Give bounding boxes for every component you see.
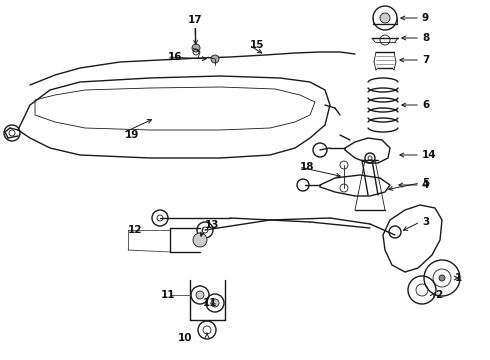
Text: 4: 4 [422, 180, 429, 190]
Text: 14: 14 [422, 150, 437, 160]
Circle shape [211, 299, 219, 307]
Circle shape [192, 44, 200, 52]
Text: 18: 18 [300, 162, 315, 172]
Text: 13: 13 [205, 220, 220, 230]
Text: 9: 9 [422, 13, 429, 23]
Text: 19: 19 [125, 130, 139, 140]
Text: 5: 5 [422, 178, 429, 188]
Circle shape [211, 55, 219, 63]
Text: 2: 2 [435, 290, 442, 300]
Text: 11: 11 [203, 298, 217, 308]
Text: 1: 1 [455, 273, 462, 283]
Circle shape [196, 291, 204, 299]
Text: 3: 3 [422, 217, 429, 227]
Text: 16: 16 [168, 52, 182, 62]
Text: 15: 15 [250, 40, 265, 50]
Text: 10: 10 [178, 333, 192, 343]
Text: 6: 6 [422, 100, 429, 110]
Text: 11: 11 [161, 290, 175, 300]
Text: 12: 12 [128, 225, 143, 235]
Circle shape [439, 275, 445, 281]
Circle shape [380, 13, 390, 23]
Text: 8: 8 [422, 33, 429, 43]
Text: 17: 17 [188, 15, 202, 25]
Text: 7: 7 [422, 55, 429, 65]
Circle shape [193, 233, 207, 247]
